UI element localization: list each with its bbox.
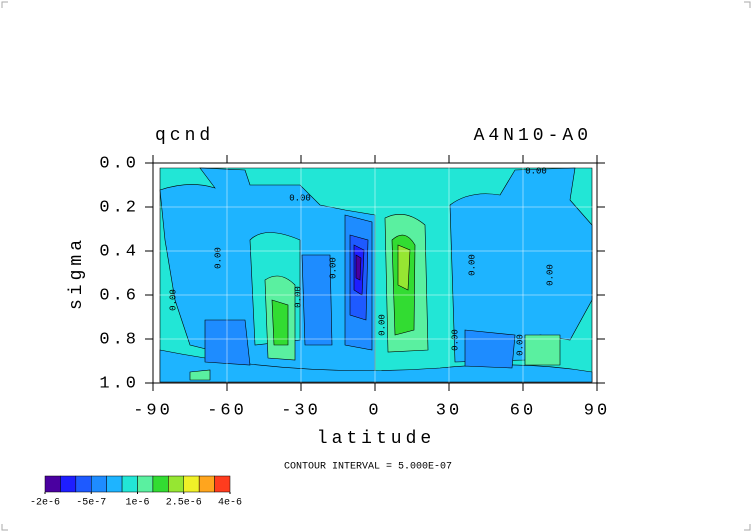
colorbar-box xyxy=(106,475,123,493)
x-tick-label: -30 xyxy=(281,401,321,420)
colorbar-box xyxy=(183,475,200,493)
field xyxy=(159,167,593,383)
colorbar-box xyxy=(75,475,92,493)
plot-frame xyxy=(152,162,598,384)
y-tick-label: 0.2 xyxy=(99,198,139,217)
contour-label: 0.00 xyxy=(328,257,338,279)
y-tick-label: 0.4 xyxy=(99,242,139,261)
contour-label: 0.00 xyxy=(289,193,311,203)
title-right: A4N10-A0 xyxy=(474,126,592,146)
contour-region xyxy=(397,244,411,291)
colorbar-box xyxy=(137,475,154,493)
colorbar-label: -2e-6 xyxy=(30,498,60,509)
colorbar-label: 2.5e-6 xyxy=(166,498,202,509)
colorbar-box xyxy=(60,475,77,493)
contour-region xyxy=(524,334,561,366)
contour-info: CONTOUR INTERVAL = 5.000E-07 xyxy=(284,462,452,473)
contour-region xyxy=(189,369,211,381)
contour-region xyxy=(464,329,516,369)
contour-region xyxy=(204,319,251,366)
colorbar-box xyxy=(168,475,184,493)
contour-label: 0.00 xyxy=(377,314,387,336)
title-left: qcnd xyxy=(155,126,214,146)
contour-region xyxy=(301,254,333,346)
contour-label: 0.00 xyxy=(545,264,555,286)
colorbar-box xyxy=(121,475,138,493)
x-axis-label: latitude xyxy=(317,429,435,449)
x-tick-label: 90 xyxy=(584,401,610,420)
contour-label: 0.00 xyxy=(450,329,460,351)
contour-label: 0.00 xyxy=(213,247,223,269)
colorbar-label: 1e-6 xyxy=(125,498,149,509)
colorbar-box xyxy=(44,475,61,493)
colorbar-box xyxy=(152,475,169,493)
y-tick-label: 0.6 xyxy=(99,286,139,305)
colorbar-box xyxy=(214,475,231,493)
x-tick-label: 60 xyxy=(510,401,536,420)
colorbar-box xyxy=(91,475,107,493)
y-tick-label: 1.0 xyxy=(99,374,139,393)
y-axis-label: sigma xyxy=(67,236,87,310)
colorbar-box xyxy=(198,475,215,493)
x-tick-label: 30 xyxy=(436,401,462,420)
contour-region xyxy=(355,254,362,281)
colorbar-label: -5e-7 xyxy=(76,498,106,509)
contour-label: 0.00 xyxy=(293,286,303,308)
contour-label: 0.00 xyxy=(515,334,525,356)
x-tick-label: -60 xyxy=(207,401,247,420)
y-tick-label: 0.8 xyxy=(99,330,139,349)
contour-label: 0.00 xyxy=(168,289,178,311)
contour-region xyxy=(271,299,289,346)
x-tick-label: 0 xyxy=(368,401,381,420)
contour-label: 0.00 xyxy=(525,166,547,176)
x-tick-label: -90 xyxy=(133,401,173,420)
colorbar-label: 4e-6 xyxy=(218,498,242,509)
y-tick-label: 0.0 xyxy=(99,154,139,173)
contour-label: 0.00 xyxy=(467,254,477,276)
